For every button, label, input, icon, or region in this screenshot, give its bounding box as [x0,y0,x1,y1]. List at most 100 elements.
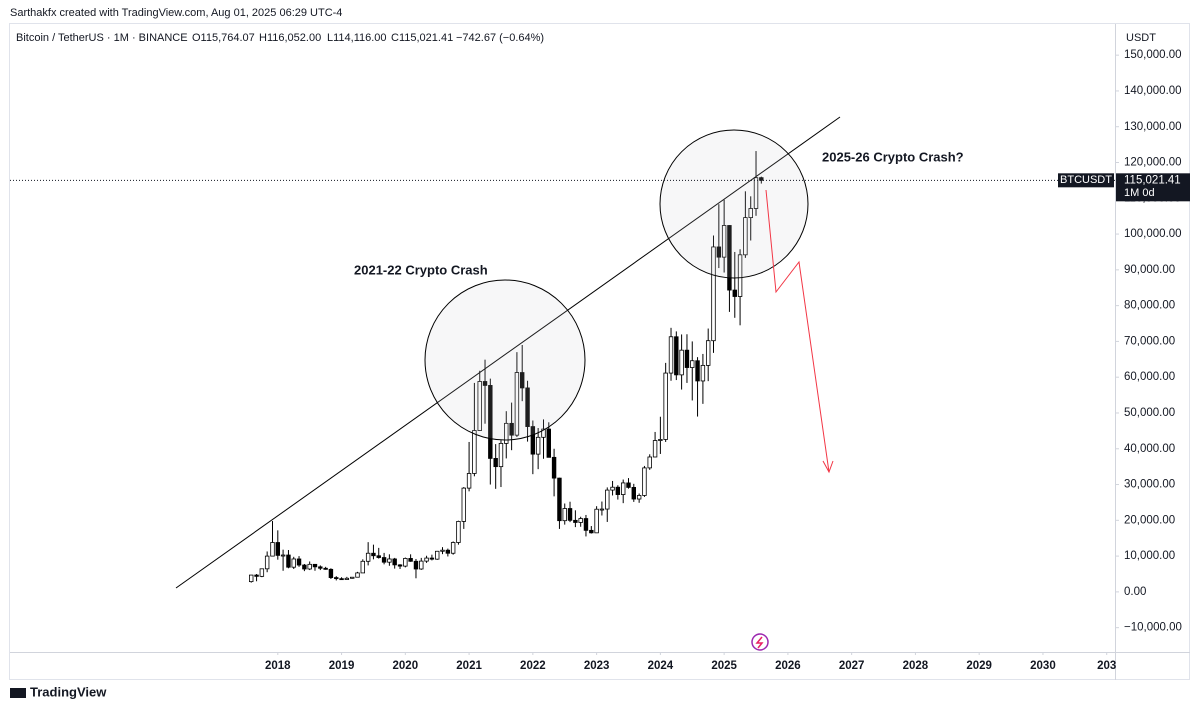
x-tick-label: 2029 [966,660,992,672]
x-tick-label: 2026 [775,660,801,672]
candle-body [445,549,451,554]
annotation: 2025-26 Crypto Crash? [822,149,964,164]
candle-body [323,567,328,570]
candle-body [254,574,259,577]
close-info: C115,021.41 [391,32,453,44]
x-tick-label: 2023 [584,660,610,672]
y-tick-label: 140,000.00 [1124,85,1182,97]
candle-body [466,473,472,489]
candle-body [594,508,599,534]
candle-body [642,467,647,496]
candle-body [546,428,551,458]
candle-body [264,555,270,570]
candle-body [493,458,498,468]
candle-body [631,487,636,500]
candle-body [509,422,514,436]
candle-body [589,529,594,534]
y-tick-label: −10,000.00 [1124,622,1182,634]
candle-body [350,576,355,579]
highlight-circle [424,279,586,441]
candle-body [647,456,652,469]
candle-body [573,519,578,523]
candle-body [695,360,700,382]
price-tag-text: 115,021.41 [1124,174,1181,186]
open-info: O115,764.07 [192,32,255,44]
candle-body [429,557,435,560]
candle-body [498,442,504,468]
candle-body [413,560,419,570]
candle-body [440,549,445,552]
candle-body [519,372,525,389]
candle-body [280,554,286,557]
candle-body [249,574,254,583]
low-info: L114,116.00 [327,32,387,44]
candle-body [328,568,334,578]
candle-body [355,572,360,578]
candle-body [748,208,753,219]
candle-body [312,563,318,568]
candle-body [610,486,615,491]
candle-body [344,577,350,580]
candle-body [620,482,626,495]
candle-body [435,550,440,560]
candle-body [318,566,323,569]
candle-body [482,381,488,386]
candle-body [716,246,722,258]
candle-body [551,456,557,479]
candle-body [674,336,679,376]
y-tick-label: 60,000.00 [1124,371,1175,383]
candle-body [737,254,743,297]
x-tick-label: 2021 [456,660,482,672]
frame [9,23,1190,680]
candle-body [339,578,344,581]
candle-body [302,564,307,570]
highlight-circle [659,129,809,279]
x-tick-label: 2020 [393,660,419,672]
candle-body [296,558,302,566]
y-tick-label: 80,000.00 [1124,300,1175,312]
candle-body [456,520,461,543]
candle-body [679,349,684,376]
high-info: H116,052.00 [259,32,321,44]
candle-body [690,360,695,368]
candle-body [743,217,748,256]
candle-body [599,508,605,511]
candle-body [652,440,658,458]
event-icon-bolt [755,636,764,649]
candle-body [578,518,583,523]
candle-body [286,554,291,568]
candle-body [307,563,312,570]
y-tick-label: 70,000.00 [1124,335,1175,347]
candle-body [365,552,371,562]
candle-body [360,560,366,574]
x-tick-label: 2018 [265,660,291,672]
x-tick-label: 203 [1097,660,1116,672]
candle-body [759,177,764,181]
candle-body [488,385,493,459]
candle-body [727,225,732,291]
candle-body [535,436,541,455]
candle-body [450,542,456,554]
x-tick-label: 2022 [520,660,546,672]
candle-body [397,564,403,567]
event-icon[interactable] [751,633,769,651]
candle-body [514,372,520,436]
y-tick-label: 50,000.00 [1124,407,1175,419]
plot [249,151,764,583]
candle-body [663,372,668,440]
x-tick-label: 2025 [711,660,737,672]
y-tick-label: 120,000.00 [1124,157,1182,169]
y-tick-label: 40,000.00 [1124,443,1175,455]
y-unit: USDT [1126,32,1156,44]
x-tick-label: 2028 [903,660,929,672]
candle-body [615,486,621,495]
x-tick-label: 2030 [1030,660,1056,672]
y-tick-label: 20,000.00 [1124,514,1175,526]
credit: Sarthakfx created with TradingView.com, … [10,7,342,19]
candle-body [461,487,467,522]
candle-body [387,558,392,563]
y-tick-label: 130,000.00 [1124,121,1182,133]
symbol: Bitcoin / TetherUS · 1M · BINANCE [16,32,188,44]
candle-body [700,364,706,382]
candle-body [562,508,567,522]
